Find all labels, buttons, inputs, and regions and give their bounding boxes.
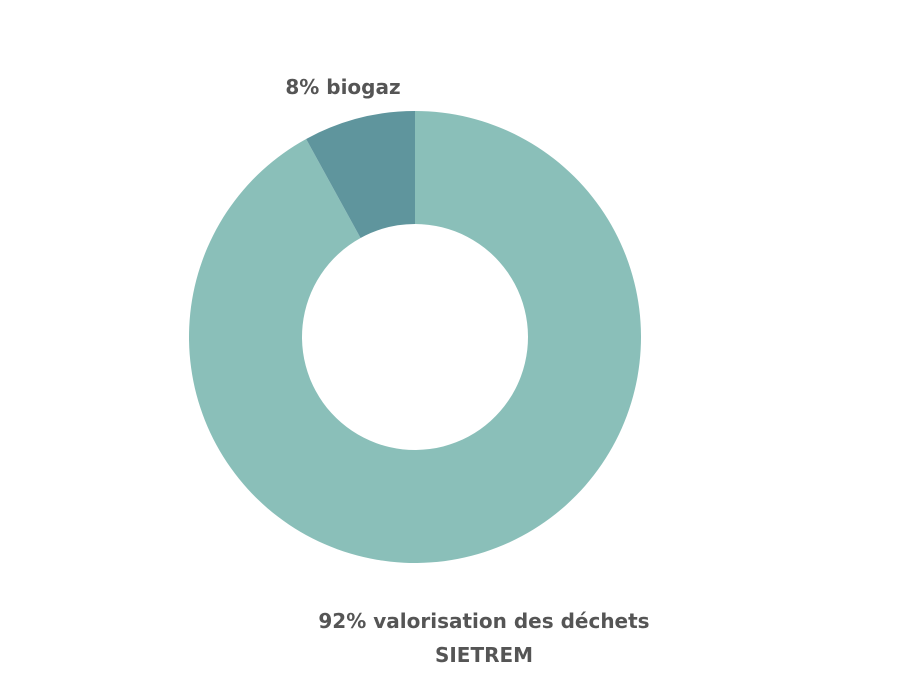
slice-label: 92% valorisation des déchets SIETREM xyxy=(318,609,650,667)
donut-slice xyxy=(306,111,415,238)
donut-slice xyxy=(188,111,641,563)
slice-label: 8% biogaz xyxy=(285,75,401,99)
